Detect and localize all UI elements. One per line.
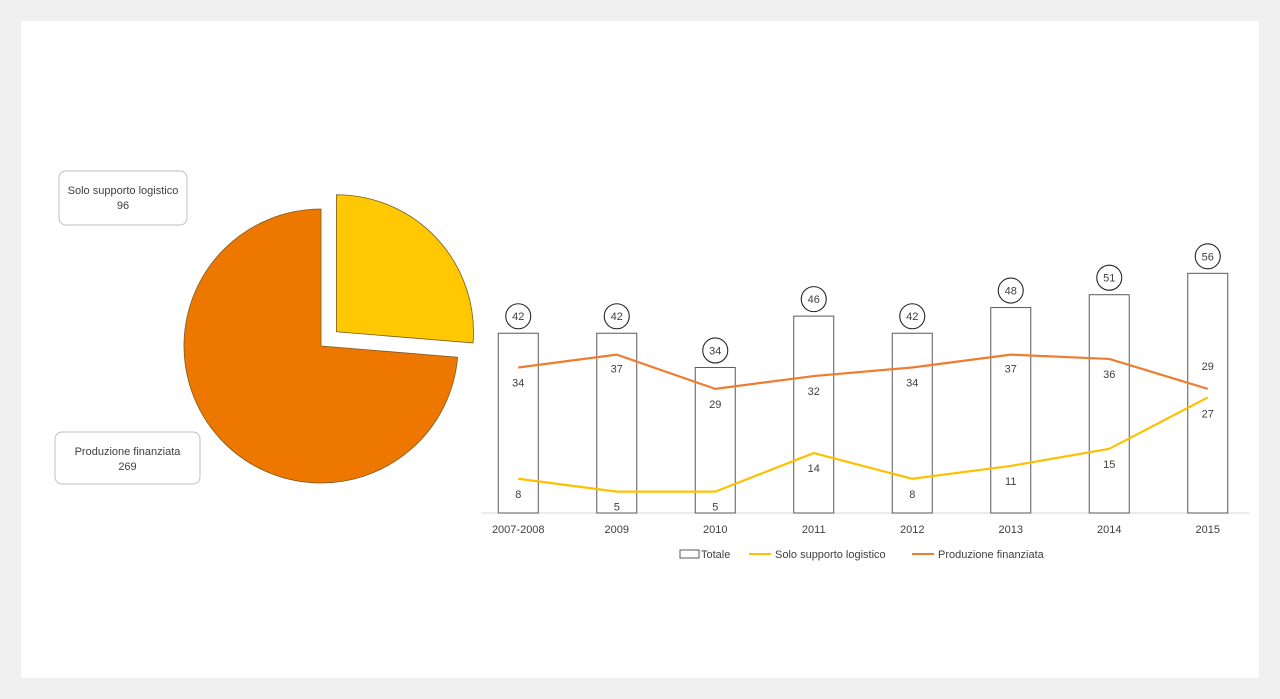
- pie-callout-value: 96: [117, 200, 129, 212]
- bar-total-label: 42: [906, 311, 918, 323]
- pie-callout-box: [58, 170, 188, 226]
- bar-total-circle: [1194, 243, 1221, 270]
- label-produzione-finanziata: 32: [808, 386, 820, 398]
- bar-total-label: 42: [512, 311, 524, 323]
- legend-label-solo-supporto-logistico: Solo supporto logistico: [775, 549, 886, 561]
- chart-canvas: Solo supporto logistico 96 Produzione fina…: [21, 21, 1259, 678]
- bar-total-label: 51: [1103, 273, 1115, 285]
- bar-totale: [990, 307, 1032, 514]
- x-tick-label: 2012: [900, 524, 924, 536]
- bar-total-circle: [505, 303, 532, 330]
- label-produzione-finanziata: 29: [1202, 361, 1214, 373]
- label-solo-supporto-logistico: 15: [1103, 459, 1115, 471]
- bar-total-label: 48: [1005, 286, 1017, 298]
- bar-total-circle: [603, 303, 630, 330]
- x-tick-label: 2013: [999, 524, 1023, 536]
- label-solo-supporto-logistico: 27: [1202, 408, 1214, 420]
- x-tick-label: 2011: [802, 524, 826, 536]
- combo-chart: 42 42 34 46 42 48 51 56 8 5 5 14 8 11 15 27 34 37 29 32 34 37…: [481, 243, 1249, 561]
- bar-total-label: 34: [709, 345, 721, 357]
- label-produzione-finanziata: 29: [709, 399, 721, 411]
- x-tick-label: 2010: [703, 524, 727, 536]
- bar-total-circle: [997, 277, 1024, 304]
- bar-totale: [1187, 272, 1229, 514]
- bar-total-label: 42: [611, 311, 623, 323]
- bar-total-label: 56: [1202, 251, 1214, 263]
- label-produzione-finanziata: 34: [906, 377, 918, 389]
- legend-swatch-totale: [679, 549, 700, 559]
- label-solo-supporto-logistico: 8: [909, 489, 915, 501]
- bar-total-circle: [800, 286, 827, 313]
- pie-callout-box: [54, 431, 201, 485]
- bar-totale: [694, 366, 736, 514]
- bar-totale: [497, 332, 539, 514]
- bar-total-circle: [899, 303, 926, 330]
- x-tick-label: 2007-2008: [492, 524, 545, 536]
- label-produzione-finanziata: 36: [1103, 369, 1115, 381]
- bar-totale: [793, 315, 835, 514]
- label-solo-supporto-logistico: 8: [515, 489, 521, 501]
- legend-label-totale: Totale: [701, 549, 730, 561]
- label-solo-supporto-logistico: 14: [808, 463, 820, 475]
- pie-slice-produzione-finanziata: [183, 208, 458, 484]
- x-tick-label: 2015: [1196, 524, 1220, 536]
- pie-callout-value: 269: [118, 461, 136, 473]
- label-solo-supporto-logistico: 5: [614, 502, 620, 514]
- bar-total-circle: [702, 337, 729, 364]
- label-produzione-finanziata: 34: [512, 377, 524, 389]
- x-tick-label: 2014: [1097, 524, 1121, 536]
- pie-callout-label: Produzione finanziata: [75, 446, 182, 458]
- line-produzione-finanziata: [518, 353, 1209, 390]
- bar-total-circle: [1096, 264, 1123, 291]
- line-solo-supporto-logistico: [518, 396, 1209, 493]
- bar-totale: [596, 332, 638, 514]
- pie-slice-solo-supporto-logistico: [336, 194, 474, 344]
- bar-total-label: 46: [808, 294, 820, 306]
- label-solo-supporto-logistico: 11: [1005, 476, 1016, 488]
- label-produzione-finanziata: 37: [611, 364, 623, 376]
- bar-totale: [1088, 294, 1130, 514]
- bar-totale: [891, 332, 933, 514]
- legend-label-produzione-finanziata: Produzione finanziata: [938, 549, 1045, 561]
- label-solo-supporto-logistico: 5: [712, 502, 718, 514]
- x-tick-label: 2009: [605, 524, 629, 536]
- pie-callout-label: Solo supporto logistico: [68, 185, 179, 197]
- pie-chart: Solo supporto logistico 96 Produzione fina…: [54, 170, 474, 485]
- label-produzione-finanziata: 37: [1005, 364, 1017, 376]
